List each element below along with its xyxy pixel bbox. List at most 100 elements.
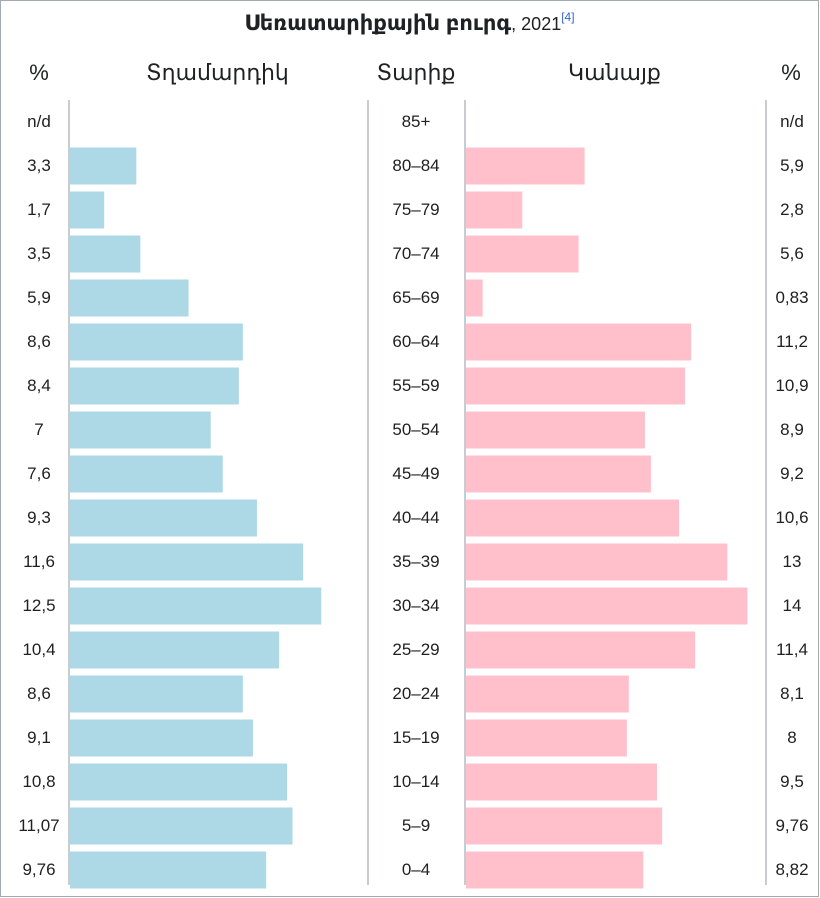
female-bar xyxy=(466,147,585,185)
male-bar xyxy=(70,587,322,625)
male-bar xyxy=(70,807,293,845)
age-group-label: 50–54 xyxy=(392,420,440,439)
male-percent-label: 3,5 xyxy=(27,244,51,263)
female-percent-label: 8 xyxy=(787,728,797,747)
male-bar xyxy=(70,719,253,757)
age-group-label: 35–39 xyxy=(392,552,440,571)
male-bar xyxy=(70,455,223,493)
chart-title-year: , 2021 xyxy=(511,14,562,34)
male-percent-label: 5,9 xyxy=(27,288,51,307)
female-bar xyxy=(466,367,686,405)
female-bar xyxy=(466,191,523,229)
header-female: Կանայք xyxy=(568,60,661,85)
female-percent-label: 0,83 xyxy=(775,288,809,307)
header-right-percent: % xyxy=(781,60,801,85)
age-group-label: 80–84 xyxy=(392,156,440,175)
male-percent-label: 9,1 xyxy=(27,728,51,747)
female-bar xyxy=(466,807,663,845)
female-percent-label: 8,82 xyxy=(775,860,809,879)
male-bar xyxy=(70,147,137,185)
male-percent-label: 10,4 xyxy=(22,640,56,659)
age-group-label: 20–24 xyxy=(392,684,440,703)
female-percent-label: 11,4 xyxy=(776,640,808,659)
male-bar xyxy=(70,411,211,449)
age-group-label: 25–29 xyxy=(392,640,440,659)
female-percent-label: 9,76 xyxy=(775,816,809,835)
female-bar xyxy=(466,411,645,449)
male-bar xyxy=(70,631,280,669)
male-percent-label: 7,6 xyxy=(27,464,51,483)
female-bar xyxy=(466,323,692,361)
female-bar xyxy=(466,587,748,625)
header-age: Տարիք xyxy=(376,60,456,85)
female-bar xyxy=(466,719,627,757)
age-group-label: 0–4 xyxy=(401,860,431,879)
separator-right-percent xyxy=(765,100,767,885)
male-percent-label: 1,7 xyxy=(27,200,51,219)
male-bar xyxy=(70,543,304,581)
male-bar xyxy=(70,851,267,889)
male-bar xyxy=(70,279,189,317)
female-bar xyxy=(466,499,680,537)
male-percent-label: 9,76 xyxy=(22,860,56,879)
male-percent-label: 12,5 xyxy=(22,596,56,615)
male-percent-label: 11,07 xyxy=(18,816,60,835)
chart-title: Սեռատարիքային բուրգ, 2021[4] xyxy=(0,10,819,36)
female-bar xyxy=(466,279,483,317)
male-percent-label: 10,8 xyxy=(22,772,56,791)
male-percent-label: 8,6 xyxy=(27,684,51,703)
male-percent-label: n/d xyxy=(27,112,51,131)
male-percent-label: 3,3 xyxy=(27,156,51,175)
female-percent-label: 14 xyxy=(782,596,802,615)
age-group-label: 70–74 xyxy=(392,244,440,263)
header-male: Տղամարդիկ xyxy=(146,60,289,85)
female-percent-label: n/d xyxy=(780,112,804,131)
female-percent-label: 2,8 xyxy=(780,200,804,219)
age-group-label: 85+ xyxy=(401,112,431,131)
male-bar xyxy=(70,675,243,713)
female-percent-label: 13 xyxy=(782,552,802,571)
age-group-label: 55–59 xyxy=(392,376,440,395)
male-percent-label: 11,6 xyxy=(23,552,55,571)
separator-age-female xyxy=(464,100,466,885)
female-percent-label: 8,9 xyxy=(780,420,804,439)
age-group-label: 60–64 xyxy=(392,332,440,351)
female-percent-label: 10,9 xyxy=(775,376,809,395)
female-percent-label: 9,2 xyxy=(780,464,804,483)
male-percent-label: 9,3 xyxy=(27,508,51,527)
female-percent-label: 9,5 xyxy=(780,772,804,791)
male-bar xyxy=(70,763,288,801)
female-bar xyxy=(466,631,696,669)
female-percent-label: 8,1 xyxy=(780,684,804,703)
male-bar xyxy=(70,323,243,361)
age-group-label: 15–19 xyxy=(392,728,440,747)
male-bar xyxy=(70,499,257,537)
female-percent-label: 5,6 xyxy=(780,244,804,263)
male-bar xyxy=(70,191,105,229)
header-left-percent: % xyxy=(29,60,49,85)
female-bar xyxy=(466,543,728,581)
female-bar xyxy=(466,675,629,713)
age-group-label: 40–44 xyxy=(392,508,440,527)
male-percent-label: 7 xyxy=(34,420,44,439)
age-group-label: 10–14 xyxy=(392,772,440,791)
chart-title-bold: Սեռատարիքային բուրգ xyxy=(244,12,512,35)
age-group-label: 75–79 xyxy=(392,200,440,219)
separator-male-age xyxy=(367,100,369,885)
age-group-label: 45–49 xyxy=(392,464,440,483)
age-group-label: 5–9 xyxy=(401,816,431,835)
female-bar xyxy=(466,851,644,889)
age-group-label: 30–34 xyxy=(392,596,440,615)
age-group-label: 65–69 xyxy=(392,288,440,307)
separator-left-percent xyxy=(68,100,70,885)
female-bar xyxy=(466,455,651,493)
male-percent-label: 8,6 xyxy=(27,332,51,351)
female-percent-label: 10,6 xyxy=(775,508,809,527)
female-percent-label: 11,2 xyxy=(776,332,808,351)
female-bar xyxy=(466,763,657,801)
male-bar xyxy=(70,235,141,273)
female-bar xyxy=(466,235,579,273)
female-percent-label: 5,9 xyxy=(780,156,804,175)
reference-link[interactable]: [4] xyxy=(561,10,575,24)
